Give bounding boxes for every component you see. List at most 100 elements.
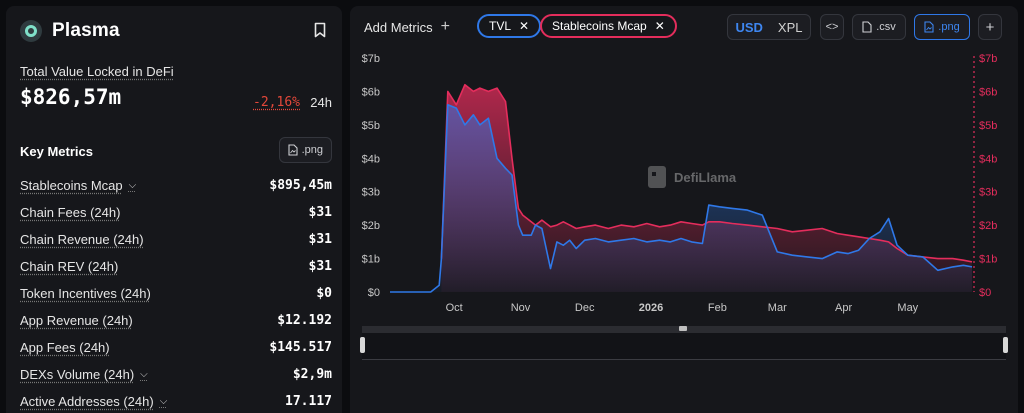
y-tick-label-right: $4b bbox=[979, 153, 997, 165]
metric-label[interactable]: App Fees (24h) bbox=[20, 340, 110, 355]
chart-panel: Add Metrics + TVL ✕ Stablecoins Mcap ✕ U… bbox=[350, 6, 1018, 413]
chain-header: Plasma bbox=[20, 16, 332, 46]
metric-label[interactable]: Chain Fees (24h) bbox=[20, 205, 121, 220]
y-tick-label-left: $6b bbox=[362, 86, 380, 98]
key-metrics-png-button[interactable]: .png bbox=[278, 137, 332, 163]
y-tick-label-left: $0 bbox=[368, 287, 380, 299]
metric-row-token-incentives: Token Incentives (24h) $0 bbox=[20, 280, 332, 307]
brush-track[interactable] bbox=[362, 326, 1006, 333]
range-brush[interactable] bbox=[360, 326, 1008, 360]
x-tick-label: Dec bbox=[575, 302, 595, 314]
pill-stablecoins-mcap[interactable]: Stablecoins Mcap ✕ bbox=[540, 14, 677, 38]
metric-value: $145.517 bbox=[269, 340, 332, 355]
metric-value: $895,45m bbox=[269, 178, 332, 193]
download-png-button[interactable]: .png bbox=[914, 14, 970, 40]
pill-stablecoins-label: Stablecoins Mcap bbox=[552, 19, 647, 33]
chevron-down-icon[interactable]: ⌵ bbox=[159, 396, 168, 407]
metric-label[interactable]: Chain REV (24h) bbox=[20, 259, 119, 274]
brush-handle-right[interactable] bbox=[1003, 337, 1008, 353]
x-tick-label: Nov bbox=[511, 302, 531, 314]
y-tick-label-right: $0 bbox=[979, 287, 991, 299]
y-tick-label-left: $1b bbox=[362, 254, 380, 266]
y-tick-label-right: $1b bbox=[979, 254, 997, 266]
metric-row-chain-fees: Chain Fees (24h) $31 bbox=[20, 199, 332, 226]
chain-title: Plasma bbox=[52, 20, 120, 41]
metric-value: $2,9m bbox=[292, 367, 332, 382]
currency-usd-option[interactable]: USD bbox=[735, 19, 763, 35]
tvl-change[interactable]: -2,16% bbox=[253, 95, 300, 110]
metric-row-chain-rev: Chain REV (24h) $31 bbox=[20, 253, 332, 280]
metric-label[interactable]: Stablecoins Mcap ⌵ bbox=[20, 178, 137, 193]
metric-value: $31 bbox=[308, 205, 332, 220]
plus-icon: + bbox=[985, 18, 995, 36]
key-metrics-list: Stablecoins Mcap ⌵ $895,45m Chain Fees (2… bbox=[20, 172, 332, 413]
chevron-down-icon[interactable]: ⌵ bbox=[140, 369, 148, 380]
key-metrics-png-label: .png bbox=[301, 144, 323, 156]
y-tick-label-right: $5b bbox=[979, 120, 997, 132]
metric-row-dexs-volume[interactable]: DEXs Volume (24h) ⌵ $2,9m bbox=[20, 361, 332, 388]
y-tick-label-right: $2b bbox=[979, 220, 997, 232]
tvl-period: 24h bbox=[310, 95, 332, 110]
metric-row-chain-revenue: Chain Revenue (24h) $31 bbox=[20, 226, 332, 253]
metric-value: $0 bbox=[316, 286, 332, 301]
file-image-icon bbox=[924, 21, 934, 33]
brush-handle-left[interactable] bbox=[360, 337, 365, 353]
series-line-tvl[interactable] bbox=[390, 104, 973, 293]
add-chart-button[interactable]: + bbox=[978, 14, 1002, 40]
tvl-label[interactable]: Total Value Locked in DeFi bbox=[20, 64, 174, 79]
plasma-logo-icon bbox=[20, 20, 42, 42]
series-area-tvl bbox=[390, 104, 972, 292]
bookmark-icon[interactable] bbox=[314, 22, 326, 38]
y-tick-label-right: $6b bbox=[979, 86, 997, 98]
tvl-stablecoins-chart[interactable]: $0 $1b $2b $3b $4b $5b $6b $7b $0 $1b $2b $3b $4b $5… bbox=[350, 46, 1018, 316]
series-area-stablecoins-mcap bbox=[441, 84, 972, 292]
chain-overview-panel: Plasma Total Value Locked in DeFi $826,5… bbox=[6, 6, 342, 413]
metric-label[interactable]: Chain Revenue (24h) bbox=[20, 232, 144, 247]
key-metrics-title: Key Metrics bbox=[20, 144, 93, 159]
file-icon bbox=[862, 21, 872, 33]
png-label: .png bbox=[938, 21, 960, 33]
embed-button[interactable]: <> bbox=[820, 14, 844, 40]
llama-logo-icon bbox=[648, 166, 666, 188]
chevron-down-icon[interactable]: ⌵ bbox=[128, 180, 137, 191]
metric-row-app-revenue: App Revenue (24h) $12.192 bbox=[20, 307, 332, 334]
add-metrics-button[interactable]: Add Metrics + bbox=[364, 18, 450, 36]
x-tick-label: Mar bbox=[768, 302, 787, 314]
metric-value: $31 bbox=[308, 232, 332, 247]
file-image-icon bbox=[288, 144, 298, 156]
metric-label[interactable]: DEXs Volume (24h) ⌵ bbox=[20, 367, 148, 382]
add-metrics-label: Add Metrics bbox=[364, 19, 433, 35]
y-tick-label-right: $7b bbox=[979, 53, 997, 65]
metric-row-stablecoins-mcap[interactable]: Stablecoins Mcap ⌵ $895,45m bbox=[20, 172, 332, 199]
pill-tvl[interactable]: TVL ✕ bbox=[477, 14, 542, 38]
metric-label[interactable]: App Revenue (24h) bbox=[20, 313, 133, 328]
metric-value: $31 bbox=[308, 259, 332, 274]
metric-label[interactable]: Active Addresses (24h) ⌵ bbox=[20, 394, 168, 409]
close-icon[interactable]: ✕ bbox=[519, 19, 530, 33]
metric-row-active-addresses[interactable]: Active Addresses (24h) ⌵ 17.117 bbox=[20, 388, 332, 413]
brush-grip-icon[interactable] bbox=[679, 326, 687, 331]
x-tick-label: Feb bbox=[708, 302, 727, 314]
plus-icon: + bbox=[440, 18, 450, 35]
metric-value: $12.192 bbox=[277, 313, 332, 328]
y-tick-label-left: $3b bbox=[362, 187, 380, 199]
currency-xpl-option[interactable]: XPL bbox=[777, 19, 803, 35]
series-line-stablecoins-mcap[interactable] bbox=[440, 83, 973, 263]
y-tick-label-left: $7b bbox=[362, 53, 380, 65]
metric-row-app-fees: App Fees (24h) $145.517 bbox=[20, 334, 332, 361]
tvl-value: $826,57m bbox=[20, 85, 122, 109]
x-tick-label: May bbox=[897, 302, 918, 314]
currency-toggle[interactable]: USD XPL bbox=[727, 14, 811, 40]
close-icon[interactable]: ✕ bbox=[654, 19, 665, 33]
x-tick-label: Oct bbox=[446, 302, 463, 314]
y-tick-label-left: $4b bbox=[362, 153, 380, 165]
metric-label[interactable]: Token Incentives (24h) bbox=[20, 286, 151, 301]
y-tick-label-left: $5b bbox=[362, 120, 380, 132]
y-tick-label-left: $2b bbox=[362, 220, 380, 232]
y-tick-label-right: $3b bbox=[979, 187, 997, 199]
x-tick-label: 2026 bbox=[639, 302, 663, 314]
pill-tvl-label: TVL bbox=[489, 19, 512, 33]
code-icon: <> bbox=[825, 21, 839, 33]
metric-value: 17.117 bbox=[285, 394, 332, 409]
download-csv-button[interactable]: .csv bbox=[852, 14, 906, 40]
